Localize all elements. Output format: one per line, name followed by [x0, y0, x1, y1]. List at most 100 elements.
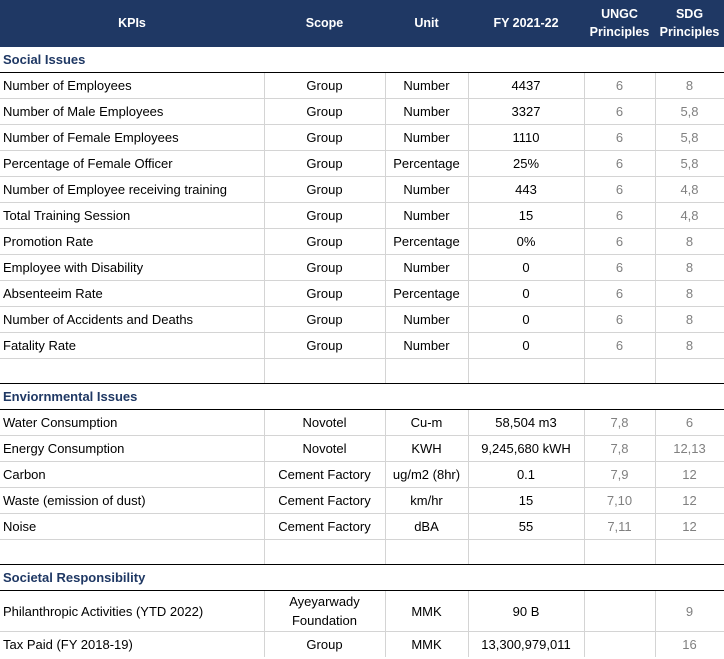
value-cell: 55 [468, 513, 585, 540]
value-cell: 0 [468, 280, 585, 307]
sdg-cell: 8 [655, 280, 724, 307]
table-row: Tax Paid (FY 2018-19) Group MMK 13,300,979,… [0, 631, 724, 657]
value-cell: 15 [468, 202, 585, 229]
table-row: Number of Male Employees Group Number 3327 6… [0, 98, 724, 125]
value-cell: 25% [468, 150, 585, 177]
unit-cell: Number [385, 254, 469, 281]
ungc-cell: 6 [584, 254, 656, 281]
header-unit: Unit [385, 0, 468, 47]
sdg-cell: 8 [655, 228, 724, 255]
sdg-cell: 16 [655, 631, 724, 657]
unit-cell: Percentage [385, 150, 469, 177]
scope-cell: Group [264, 202, 386, 229]
ungc-cell: 7,8 [584, 435, 656, 462]
empty-cell [655, 539, 724, 565]
empty-cell [385, 539, 469, 565]
kpi-cell: Carbon [0, 461, 265, 488]
scope-cell: Group [264, 150, 386, 177]
table-row: Number of Employees Group Number 4437 6 8 [0, 72, 724, 99]
kpi-cell: Employee with Disability [0, 254, 265, 281]
kpi-cell: Percentage of Female Officer [0, 150, 265, 177]
kpi-cell: Absenteeim Rate [0, 280, 265, 307]
value-cell: 9,245,680 kWH [468, 435, 585, 462]
table-row: Energy Consumption Novotel KWH 9,245,680 kW… [0, 435, 724, 462]
value-cell: 15 [468, 487, 585, 514]
spacer-row [0, 539, 724, 565]
unit-cell: Number [385, 332, 469, 359]
section-header-social: Social Issues [0, 46, 724, 73]
ungc-cell: 7,11 [584, 513, 656, 540]
ungc-cell: 6 [584, 202, 656, 229]
ungc-cell: 7,8 [584, 409, 656, 436]
kpi-cell: Tax Paid (FY 2018-19) [0, 631, 265, 657]
empty-cell [264, 358, 386, 384]
table-body: Social Issues Number of Employees Group Num… [0, 46, 724, 657]
empty-cell [655, 358, 724, 384]
unit-cell: Number [385, 202, 469, 229]
empty-cell [584, 539, 656, 565]
ungc-cell: 6 [584, 72, 656, 99]
kpi-cell: Fatality Rate [0, 332, 265, 359]
kpi-cell: Number of Employee receiving training [0, 176, 265, 203]
unit-cell: km/hr [385, 487, 469, 514]
kpi-cell: Waste (emission of dust) [0, 487, 265, 514]
unit-cell: Percentage [385, 228, 469, 255]
table-row: Total Training Session Group Number 15 6 4,8 [0, 202, 724, 229]
value-cell: 1110 [468, 124, 585, 151]
table-row: Employee with Disability Group Number 0 6 8 [0, 254, 724, 281]
header-sdg: SDG Principles [655, 0, 724, 47]
scope-cell: Group [264, 228, 386, 255]
value-cell: 0 [468, 306, 585, 333]
value-cell: 443 [468, 176, 585, 203]
kpi-cell: Number of Male Employees [0, 98, 265, 125]
unit-cell: Number [385, 72, 469, 99]
header-scope: Scope [264, 0, 385, 47]
sdg-cell: 6 [655, 409, 724, 436]
unit-cell: ug/m2 (8hr) [385, 461, 469, 488]
kpi-cell: Number of Accidents and Deaths [0, 306, 265, 333]
unit-cell: Number [385, 306, 469, 333]
scope-cell: Group [264, 306, 386, 333]
unit-cell: Percentage [385, 280, 469, 307]
table-row: Absenteeim Rate Group Percentage 0 6 8 [0, 280, 724, 307]
header-kpi: KPIs [0, 0, 264, 47]
value-cell: 0 [468, 254, 585, 281]
unit-cell: MMK [385, 590, 469, 632]
empty-cell [468, 358, 585, 384]
ungc-cell: 6 [584, 150, 656, 177]
unit-cell: Cu-m [385, 409, 469, 436]
section-title: Social Issues [0, 46, 724, 73]
scope-cell: Group [264, 72, 386, 99]
scope-cell: Group [264, 98, 386, 125]
value-cell: 3327 [468, 98, 585, 125]
scope-cell: Group [264, 176, 386, 203]
empty-cell [584, 358, 656, 384]
sdg-cell: 12 [655, 461, 724, 488]
table-row: Percentage of Female Officer Group Percent… [0, 150, 724, 177]
ungc-cell [584, 631, 656, 657]
scope-cell: Group [264, 332, 386, 359]
table-row: Promotion Rate Group Percentage 0% 6 8 [0, 228, 724, 255]
sdg-cell: 12 [655, 487, 724, 514]
sdg-cell: 9 [655, 590, 724, 632]
table-row: Number of Employee receiving training Gro… [0, 176, 724, 203]
header-sdg-label: SDG Principles [659, 7, 720, 39]
section-title: Societal Responsibility [0, 564, 724, 591]
table-row: Fatality Rate Group Number 0 6 8 [0, 332, 724, 359]
value-cell: 58,504 m3 [468, 409, 585, 436]
kpi-cell: Water Consumption [0, 409, 265, 436]
scope-cell: Ayeyarwady Foundation [264, 590, 386, 632]
ungc-cell: 6 [584, 332, 656, 359]
unit-cell: MMK [385, 631, 469, 657]
ungc-cell: 6 [584, 176, 656, 203]
ungc-cell: 6 [584, 98, 656, 125]
unit-cell: dBA [385, 513, 469, 540]
scope-cell: Group [264, 254, 386, 281]
sdg-cell: 5,8 [655, 124, 724, 151]
section-header-environmental: Enviornmental Issues [0, 383, 724, 410]
kpi-cell: Number of Female Employees [0, 124, 265, 151]
value-cell: 0.1 [468, 461, 585, 488]
sdg-cell: 5,8 [655, 98, 724, 125]
table-row: Number of Female Employees Group Number 111… [0, 124, 724, 151]
